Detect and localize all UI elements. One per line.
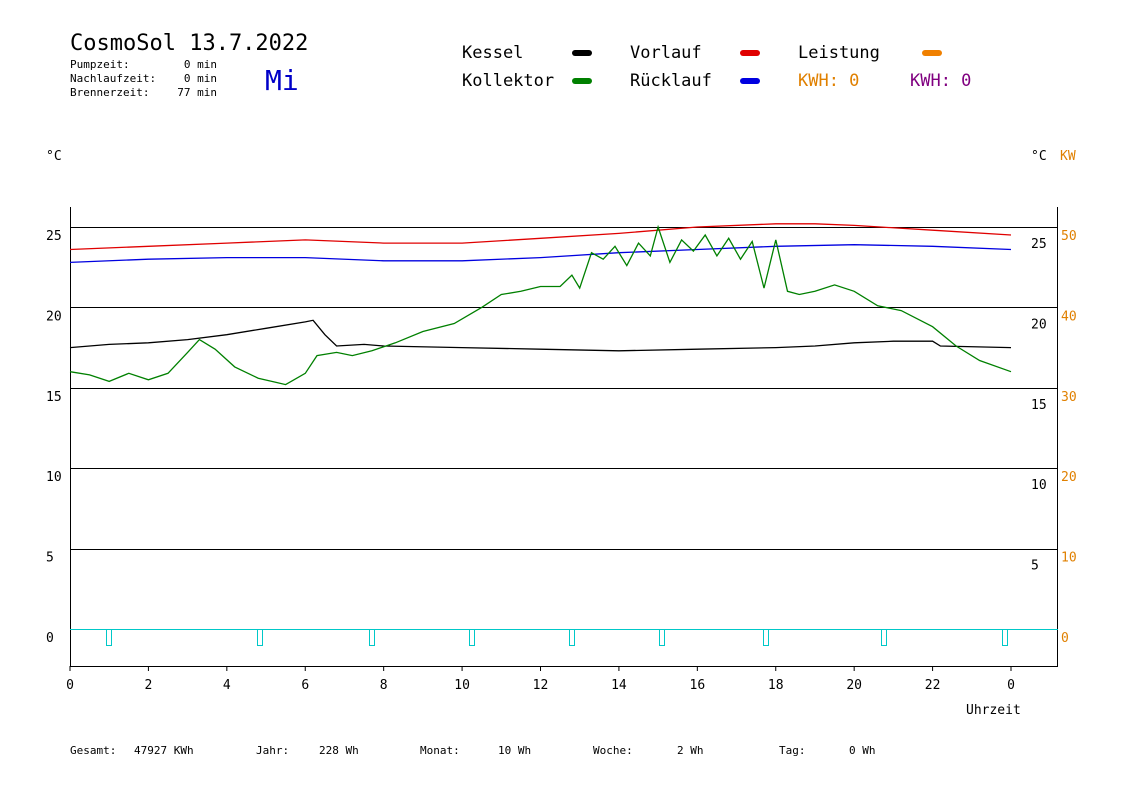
footer-value-monat: 10 Wh (498, 744, 531, 757)
footer-value-gesamt: 47927 KWh (134, 744, 194, 757)
y-right-kw-tick-50: 50 (1061, 229, 1077, 244)
y-right-c-tick-20: 20 (1031, 317, 1047, 332)
legend-label-leistung: Leistung (798, 43, 880, 63)
x-tick-3: 6 (301, 678, 309, 693)
y-left-tick-15: 15 (46, 390, 62, 405)
weekday-label: Mi (265, 64, 299, 97)
legend-swatch-ruecklauf (740, 78, 760, 84)
legend-label-ruecklauf: Rücklauf (630, 71, 712, 91)
y-right-kw-tick-30: 30 (1061, 390, 1077, 405)
legend-kwh-purple: KWH: 0 (910, 71, 971, 91)
stat-value-nachlaufzeit: 0 min (184, 72, 217, 85)
legend: Kessel Kollektor Vorlauf Rücklauf Leistu… (462, 43, 971, 91)
stat-label-nachlaufzeit: Nachlaufzeit: (70, 72, 156, 85)
y-right-c-tick-5: 5 (1031, 559, 1039, 574)
pulse-layer (106, 629, 1008, 646)
legend-label-kollektor: Kollektor (462, 71, 554, 91)
stat-label-brennerzeit: Brennerzeit: (70, 86, 149, 99)
x-tick-4: 8 (380, 678, 388, 693)
x-tick-9: 18 (768, 678, 784, 693)
pulse-marker-1 (257, 629, 263, 646)
y-right-kw-tick-10: 10 (1061, 551, 1077, 566)
series-kessel (69, 319, 1012, 352)
legend-swatch-vorlauf (740, 50, 760, 56)
footer-label-jahr: Jahr: (256, 744, 289, 757)
legend-swatch-kollektor (572, 78, 592, 84)
series-rcklauf (69, 244, 1012, 264)
x-tick-2: 4 (223, 678, 231, 693)
footer-label-gesamt: Gesamt: (70, 744, 116, 757)
pulse-marker-6 (763, 629, 769, 646)
pulse-marker-0 (106, 629, 112, 646)
y-left-tick-20: 20 (46, 309, 62, 324)
footer-value-tag: 0 Wh (849, 744, 876, 757)
y-left-tick-25: 25 (46, 229, 62, 244)
y-right-c-tick-25: 25 (1031, 237, 1047, 252)
grid-layer (70, 227, 1058, 630)
pulse-marker-4 (569, 629, 575, 646)
y-right-kw-tick-0: 0 (1061, 631, 1069, 646)
stat-value-pumpzeit: 0 min (184, 58, 217, 71)
series-vorlauf (69, 223, 1012, 251)
y-right-kw-tick-20: 20 (1061, 470, 1077, 485)
series-layer (69, 223, 1012, 386)
x-tick-8: 16 (690, 678, 706, 693)
stat-value-brennerzeit: 77 min (177, 86, 217, 99)
right-axis-unit-c: °C (1031, 149, 1047, 164)
legend-label-vorlauf: Vorlauf (630, 43, 702, 63)
x-tick-12: 0 (1007, 678, 1015, 693)
pulse-marker-7 (881, 629, 887, 646)
legend-label-kessel: Kessel (462, 43, 523, 63)
x-tick-0: 0 (66, 678, 74, 693)
y-left-tick-10: 10 (46, 470, 62, 485)
chart-title: CosmoSol 13.7.2022 (70, 31, 308, 56)
y-right-kw-tick-40: 40 (1061, 309, 1077, 324)
y-right-c-tick-15: 15 (1031, 398, 1047, 413)
x-tick-10: 20 (846, 678, 862, 693)
x-tick-6: 12 (533, 678, 549, 693)
pulse-marker-2 (369, 629, 375, 646)
left-axis-unit: °C (46, 149, 62, 164)
footer-value-woche: 2 Wh (677, 744, 704, 757)
y-right-c-tick-10: 10 (1031, 478, 1047, 493)
x-tick-1: 2 (145, 678, 153, 693)
footer-label-woche: Woche: (593, 744, 633, 757)
series-kollektor (69, 224, 1012, 386)
x-axis-label: Uhrzeit (966, 703, 1021, 718)
y-left-tick-0: 0 (46, 631, 54, 646)
footer-label-tag: Tag: (779, 744, 806, 757)
x-tick-11: 22 (925, 678, 941, 693)
pulse-marker-5 (659, 629, 665, 646)
legend-swatch-leistung (922, 50, 942, 56)
right-axis-unit-kw: KW (1060, 149, 1076, 164)
footer-label-monat: Monat: (420, 744, 460, 757)
x-tick-7: 14 (611, 678, 627, 693)
header-stats: Pumpzeit: 0 min Nachlaufzeit: 0 min Bren… (70, 58, 217, 99)
pulse-marker-3 (469, 629, 475, 646)
legend-kwh-orange: KWH: 0 (798, 71, 859, 91)
footer-totals: Gesamt: 47927 KWh Jahr: 228 Wh Monat: 10… (70, 744, 876, 757)
footer-value-jahr: 228 Wh (319, 744, 359, 757)
y-left-tick-5: 5 (46, 551, 54, 566)
pulse-marker-8 (1002, 629, 1008, 646)
x-tick-5: 10 (454, 678, 470, 693)
legend-swatch-kessel (572, 50, 592, 56)
stat-label-pumpzeit: Pumpzeit: (70, 58, 130, 71)
